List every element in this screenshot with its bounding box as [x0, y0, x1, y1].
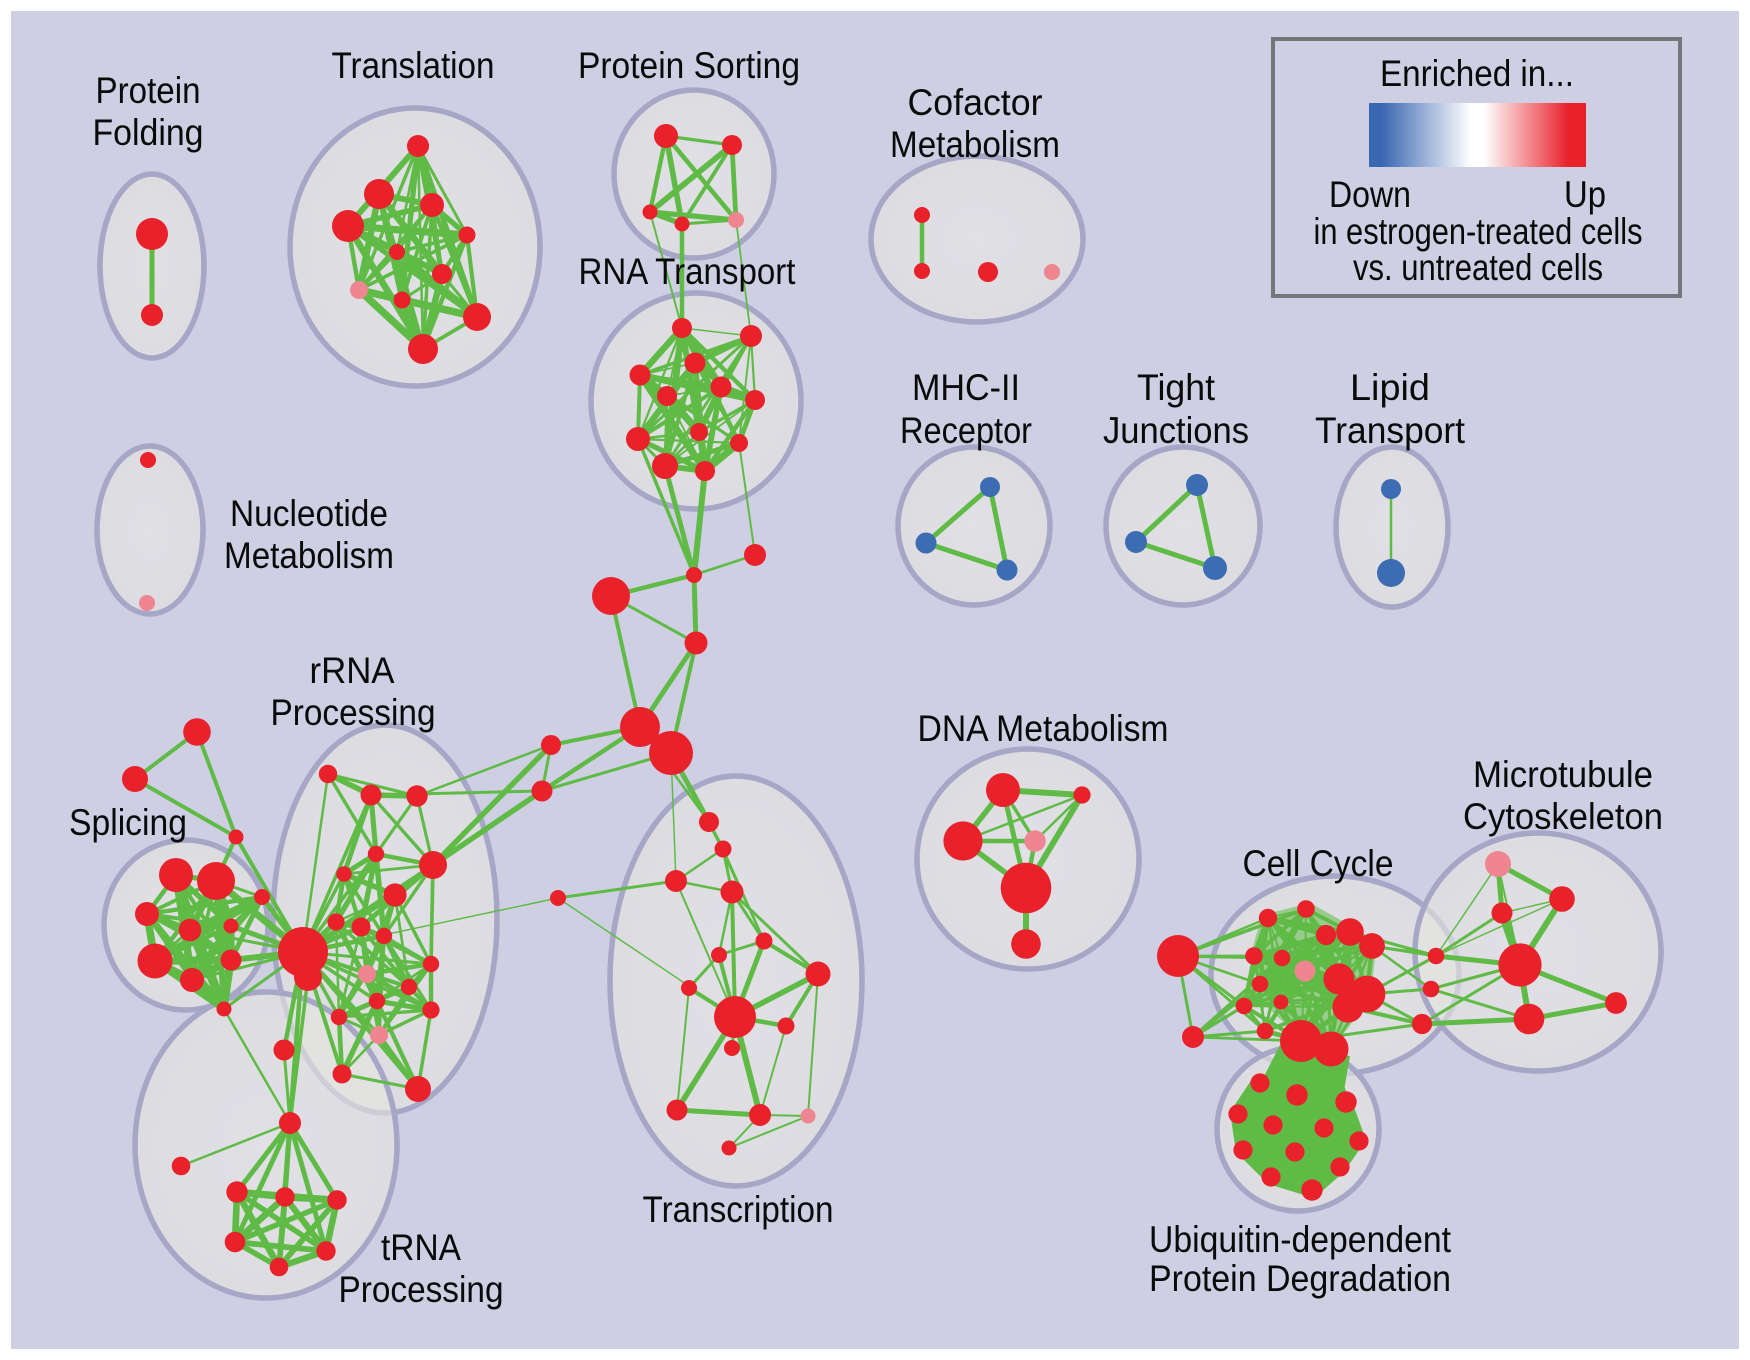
svg-text:Nucleotide: Nucleotide: [230, 493, 388, 534]
svg-text:vs. untreated cells: vs. untreated cells: [1353, 247, 1603, 288]
svg-text:Receptor: Receptor: [900, 410, 1032, 451]
svg-text:Enriched in...: Enriched in...: [1380, 53, 1574, 94]
svg-text:Folding: Folding: [93, 112, 204, 153]
svg-text:Transport: Transport: [1315, 410, 1466, 451]
svg-text:Microtubule: Microtubule: [1473, 754, 1653, 795]
svg-text:MHC-II: MHC-II: [912, 367, 1020, 408]
svg-text:Cytoskeleton: Cytoskeleton: [1463, 796, 1663, 837]
svg-text:DNA Metabolism: DNA Metabolism: [918, 708, 1169, 749]
svg-text:Protein Degradation: Protein Degradation: [1149, 1258, 1451, 1299]
svg-text:Cofactor: Cofactor: [908, 82, 1043, 123]
svg-text:Junctions: Junctions: [1103, 410, 1249, 451]
svg-text:tRNA: tRNA: [381, 1227, 461, 1268]
svg-text:Ubiquitin-dependent: Ubiquitin-dependent: [1149, 1219, 1452, 1260]
svg-text:Processing: Processing: [339, 1269, 504, 1310]
svg-text:Tight: Tight: [1137, 367, 1216, 408]
svg-text:Cell Cycle: Cell Cycle: [1243, 843, 1394, 884]
svg-text:Metabolism: Metabolism: [890, 124, 1060, 165]
svg-text:Translation: Translation: [332, 45, 495, 86]
svg-text:Up: Up: [1564, 174, 1606, 215]
svg-text:Protein: Protein: [96, 70, 201, 111]
svg-text:Processing: Processing: [271, 692, 436, 733]
svg-text:Down: Down: [1329, 174, 1411, 215]
svg-text:Splicing: Splicing: [69, 802, 187, 843]
svg-text:RNA Transport: RNA Transport: [579, 251, 797, 292]
svg-text:Metabolism: Metabolism: [224, 535, 394, 576]
svg-text:Protein Sorting: Protein Sorting: [578, 45, 800, 86]
svg-text:in estrogen-treated cells: in estrogen-treated cells: [1314, 211, 1643, 252]
svg-text:Transcription: Transcription: [643, 1189, 834, 1230]
svg-text:Lipid: Lipid: [1350, 367, 1430, 408]
svg-text:rRNA: rRNA: [310, 650, 395, 691]
